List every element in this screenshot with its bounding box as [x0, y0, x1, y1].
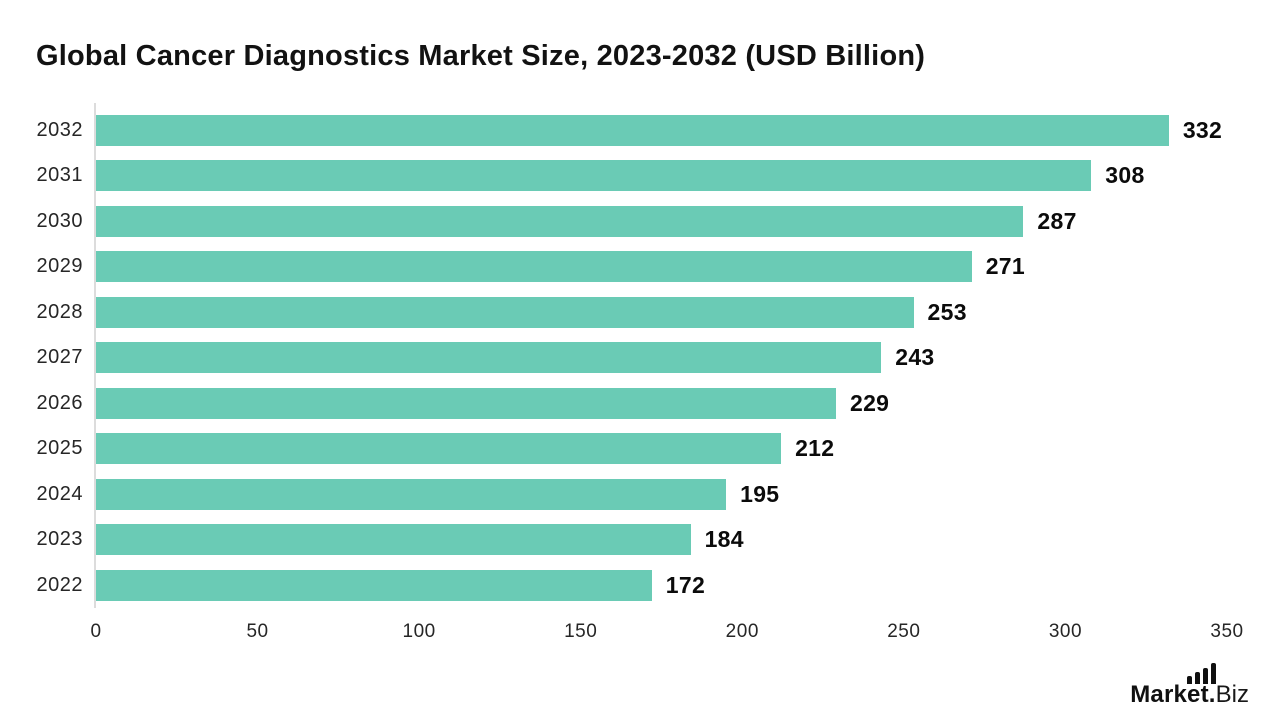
bar-row: 2025 212: [0, 433, 1280, 464]
bar: [96, 387, 836, 419]
value-label: 212: [795, 435, 835, 461]
value-label: 172: [665, 571, 706, 598]
value-label: 253: [927, 298, 967, 325]
y-axis-label: 2022: [36, 573, 83, 596]
brand-logo: Market.Biz: [1130, 663, 1249, 709]
bar-row: 2024 195: [0, 478, 1280, 510]
value-label: 195: [740, 480, 780, 507]
value-label: 287: [1037, 207, 1077, 234]
bar: [96, 433, 782, 464]
x-axis-tick-label: 300: [1048, 621, 1083, 642]
y-axis-label: 2032: [36, 118, 83, 141]
value-label: 229: [849, 389, 890, 416]
logo-bar-chart-icon: [1187, 663, 1217, 684]
logo-bar-2: [1195, 672, 1201, 684]
y-axis-label: 2025: [36, 437, 83, 459]
x-axis-tick-label: 0: [90, 621, 102, 642]
bar: [96, 114, 1169, 146]
bar: [96, 478, 727, 510]
y-axis-label: 2028: [36, 300, 83, 323]
y-axis-line: [94, 103, 96, 608]
bar-row: 2032 332: [0, 114, 1280, 146]
bar-row: 2030 287: [0, 205, 1280, 237]
bar: [96, 160, 1092, 191]
bar: [96, 296, 914, 328]
x-axis-tick-label: 200: [725, 621, 759, 642]
y-axis-label: 2026: [36, 391, 83, 414]
chart-title: Global Cancer Diagnostics Market Size, 2…: [36, 40, 926, 72]
value-label: 184: [704, 526, 744, 552]
logo-bar-3: [1203, 668, 1209, 684]
x-axis-tick-label: 250: [887, 621, 921, 642]
value-label: 243: [895, 344, 935, 370]
bar-row: 2022 172: [0, 569, 1280, 601]
bar-row: 2028 253: [0, 296, 1280, 328]
logo-text-bold: Market.: [1130, 681, 1216, 708]
y-axis-label: 2023: [36, 528, 83, 550]
logo-bar-4: [1211, 663, 1217, 684]
bar-row: 2031 308: [0, 160, 1280, 191]
y-axis-label: 2027: [36, 346, 83, 368]
x-axis-tick-label: 50: [246, 621, 269, 642]
bar: [96, 205, 1024, 237]
x-axis-tick-label: 100: [402, 621, 436, 642]
value-label: 332: [1182, 116, 1223, 143]
value-label: 271: [985, 253, 1025, 279]
logo-text-light: Biz: [1215, 681, 1249, 708]
x-axis-tick-label: 150: [564, 621, 598, 642]
y-axis-label: 2030: [36, 209, 83, 232]
x-axis-tick-label: 350: [1210, 621, 1244, 642]
y-axis-label: 2031: [36, 164, 83, 186]
bar-row: 2026 229: [0, 387, 1280, 419]
bar: [96, 569, 652, 601]
y-axis-label: 2029: [36, 255, 83, 277]
value-label: 308: [1105, 162, 1145, 188]
y-axis-label: 2024: [36, 482, 83, 505]
bar: [96, 342, 882, 373]
bar-row: 2023 184: [0, 524, 1280, 555]
bar: [96, 524, 691, 555]
bar: [96, 251, 972, 282]
logo-bar-1: [1187, 676, 1193, 684]
bar-row: 2029 271: [0, 251, 1280, 282]
bar-row: 2027 243: [0, 342, 1280, 373]
